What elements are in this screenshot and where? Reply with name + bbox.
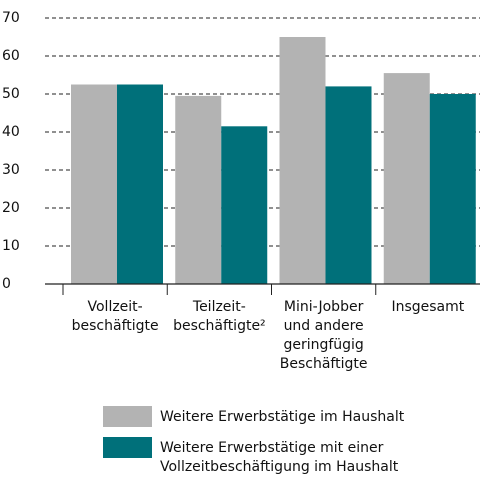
bar (279, 37, 326, 284)
x-tick-label: Mini-Jobber und andere geringfügig Beschäft… (280, 299, 368, 372)
bar (175, 95, 222, 285)
legend-swatch (103, 437, 152, 458)
bar (429, 94, 476, 284)
bar (71, 84, 117, 284)
legend-label: Weitere Erwerbstätige im Haushalt (160, 409, 405, 425)
y-tick-label: 60 (2, 48, 20, 64)
bar (383, 73, 430, 284)
y-tick-label: 30 (2, 162, 20, 178)
x-tick-label: Vollzeit-beschäftigte (72, 299, 159, 334)
legend-label: Weitere Erwerbstätige mit einer Vollzeitb… (160, 440, 399, 475)
y-tick-label: 20 (2, 200, 20, 216)
bar (117, 84, 163, 284)
y-tick-label: 50 (2, 86, 20, 102)
bar (325, 86, 372, 285)
y-tick-label: 0 (2, 276, 11, 292)
y-tick-label: 10 (2, 238, 20, 254)
y-tick-label: 40 (2, 124, 20, 140)
legend-swatch (103, 406, 152, 427)
bar (221, 126, 268, 284)
x-tick-label: Insgesamt (391, 299, 464, 315)
y-tick-label: 70 (2, 10, 20, 26)
x-tick-label: Teilzeit-beschäftigte² (173, 299, 266, 334)
